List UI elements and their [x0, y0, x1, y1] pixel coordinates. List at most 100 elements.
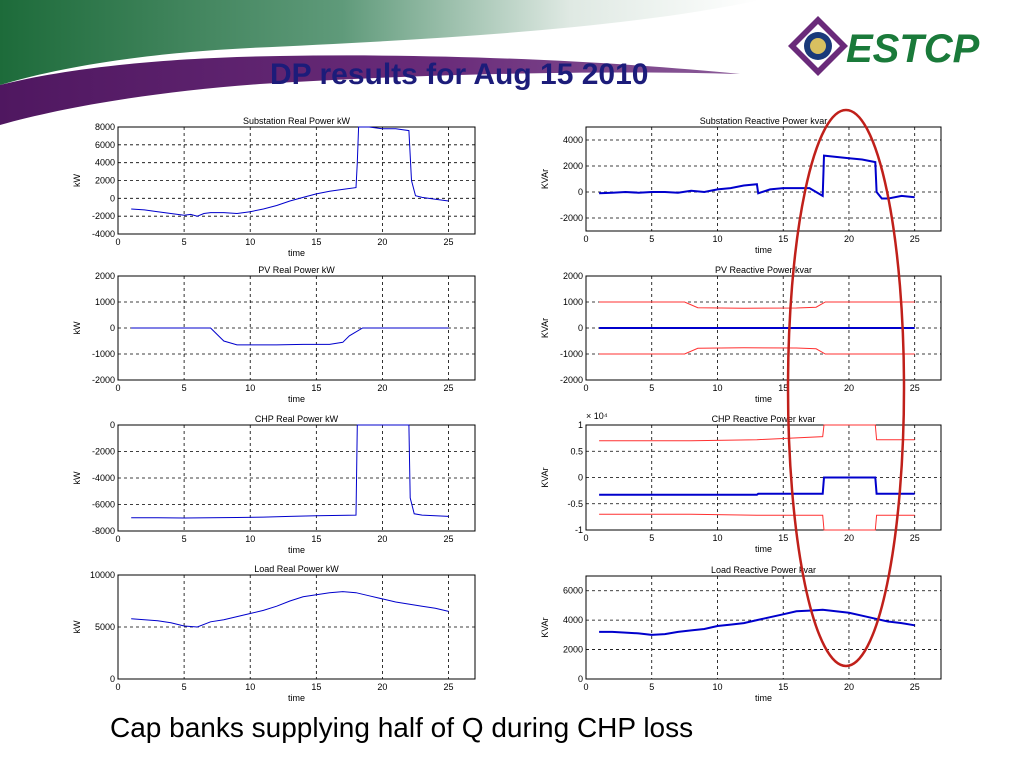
x-tick-label: 5: [182, 237, 187, 247]
y-tick-label: 6000: [563, 586, 583, 596]
y-tick-label: 0: [110, 674, 115, 684]
y-tick-label: -1: [575, 525, 583, 535]
estcp-logo: ESTCP: [788, 16, 980, 76]
x-tick-label: 0: [115, 534, 120, 544]
x-tick-label: 20: [844, 533, 854, 543]
x-tick-label: 20: [844, 383, 854, 393]
x-tick-label: 10: [712, 682, 722, 692]
x-tick-label: 10: [245, 534, 255, 544]
y-tick-label: -2000: [92, 447, 115, 457]
x-tick-label: 25: [444, 534, 454, 544]
x-tick-label: 5: [649, 383, 654, 393]
x-tick-label: 20: [377, 383, 387, 393]
y-axis-label: kW: [72, 321, 82, 335]
y-tick-label: 0: [578, 323, 583, 333]
x-tick-label: 15: [778, 533, 788, 543]
x-tick-label: 20: [844, 234, 854, 244]
y-exponent-label: × 10⁴: [586, 411, 608, 421]
chart-panel-1: 0 5 10 15 20 25 -4000 -2000 0 2000 4000 6000 8000 Sub…: [72, 116, 476, 258]
y-tick-label: 4000: [95, 158, 115, 168]
x-tick-label: 0: [583, 234, 588, 244]
y-tick-label: 4000: [563, 615, 583, 625]
series-line: [131, 327, 449, 346]
y-tick-label: -1000: [560, 349, 583, 359]
x-tick-label: 5: [182, 682, 187, 692]
x-tick-label: 25: [444, 383, 454, 393]
chart-title: Substation Reactive Power kvar: [700, 116, 828, 126]
x-axis-label: time: [288, 693, 305, 703]
x-tick-label: 15: [778, 383, 788, 393]
plot-area: [117, 126, 476, 235]
x-tick-label: 10: [245, 383, 255, 393]
x-tick-label: 25: [910, 682, 920, 692]
series-line: [131, 591, 449, 628]
x-axis-label: time: [755, 693, 772, 703]
x-tick-label: 15: [778, 234, 788, 244]
plot-area: [585, 575, 942, 680]
y-tick-label: 0: [110, 420, 115, 430]
y-tick-label: 1000: [95, 297, 115, 307]
y-tick-label: 0: [110, 323, 115, 333]
chart-panel-3: 0 5 10 15 20 25 -2000 -1000 0 1000 2000 PV Real Pow…: [72, 265, 476, 404]
y-axis-label: KVAr: [540, 617, 550, 637]
y-tick-label: 0.5: [570, 446, 583, 456]
swoosh-purple-band: [0, 55, 740, 125]
x-tick-label: 10: [712, 383, 722, 393]
x-tick-label: 5: [649, 682, 654, 692]
y-tick-label: 2000: [563, 271, 583, 281]
y-tick-label: 0: [110, 193, 115, 203]
chart-panel-4: 0 5 10 15 20 25 -2000 -1000 0 1000 2000 PV Reactive…: [540, 265, 942, 404]
x-tick-label: 25: [910, 234, 920, 244]
x-tick-label: 10: [245, 237, 255, 247]
y-tick-label: -8000: [92, 526, 115, 536]
x-tick-label: 0: [583, 383, 588, 393]
x-tick-label: 15: [311, 534, 321, 544]
chart-title: Load Real Power kW: [254, 564, 339, 574]
x-tick-label: 0: [583, 533, 588, 543]
x-tick-label: 20: [377, 682, 387, 692]
seal-icon: [788, 16, 848, 76]
chart-title: CHP Reactive Power kvar: [712, 414, 816, 424]
x-tick-label: 25: [444, 237, 454, 247]
chart-title: Load Reactive Power kvar: [711, 565, 816, 575]
header-swoosh: [0, 0, 760, 125]
y-axis-label: KVAr: [540, 467, 550, 487]
y-axis-label: KVAr: [540, 169, 550, 189]
series-line: [599, 476, 915, 496]
y-axis-label: kW: [72, 471, 82, 485]
x-tick-label: 5: [649, 234, 654, 244]
y-tick-label: 5000: [95, 622, 115, 632]
x-axis-label: time: [288, 248, 305, 258]
y-tick-label: -4000: [92, 229, 115, 239]
x-tick-label: 5: [182, 534, 187, 544]
y-axis-label: KVAr: [540, 318, 550, 338]
limit-line: [599, 347, 915, 355]
chart-panel-6: 0 5 10 15 20 25 -1 -0.5 0 0.5 1 CHP Reactive Power …: [540, 411, 942, 554]
chart-title: Substation Real Power kW: [243, 116, 351, 126]
slide-title: DP results for Aug 15 2010: [270, 58, 649, 91]
y-axis-label: kW: [72, 620, 82, 634]
x-tick-label: 5: [182, 383, 187, 393]
y-tick-label: 1000: [563, 297, 583, 307]
plot-area: [585, 126, 942, 232]
y-tick-label: 2000: [95, 176, 115, 186]
chart-panel-5: 0 5 10 15 20 25 -8000 -6000 -4000 -2000 0 CHP Real …: [72, 414, 476, 555]
y-tick-label: 1: [578, 420, 583, 430]
y-tick-label: 2000: [563, 645, 583, 655]
y-tick-label: 2000: [95, 271, 115, 281]
limit-line: [599, 301, 915, 309]
y-tick-label: -1000: [92, 349, 115, 359]
x-tick-label: 15: [311, 383, 321, 393]
x-tick-label: 10: [712, 533, 722, 543]
limit-line: [599, 513, 915, 531]
y-tick-label: 4000: [563, 135, 583, 145]
y-tick-label: -2000: [560, 375, 583, 385]
x-tick-label: 0: [583, 682, 588, 692]
x-tick-label: 15: [778, 682, 788, 692]
x-tick-label: 20: [377, 534, 387, 544]
series-line: [131, 424, 449, 519]
y-axis-label: kW: [72, 174, 82, 188]
x-tick-label: 20: [844, 682, 854, 692]
y-tick-label: -6000: [92, 500, 115, 510]
